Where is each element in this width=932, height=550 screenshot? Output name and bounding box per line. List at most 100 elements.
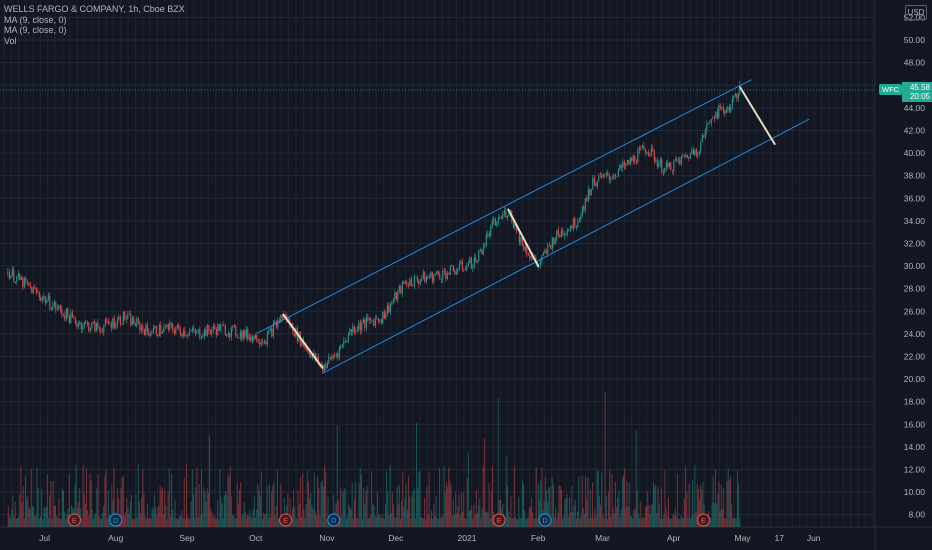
volume-bar xyxy=(587,477,589,527)
volume-bar xyxy=(59,518,61,527)
volume-bar xyxy=(118,498,120,527)
candle-body xyxy=(274,322,276,324)
volume-bar xyxy=(189,518,191,527)
volume-bar xyxy=(79,488,81,527)
volume-bar xyxy=(66,513,68,527)
candle-body xyxy=(194,330,196,334)
candle-body xyxy=(485,235,487,246)
candle-body xyxy=(716,111,718,118)
candle-body xyxy=(455,271,457,275)
y-tick-label: 10.00 xyxy=(904,487,926,497)
volume-bar xyxy=(717,493,719,527)
currency-badge[interactable]: USD xyxy=(905,5,927,20)
volume-bar xyxy=(43,508,45,527)
volume-bar xyxy=(663,515,665,527)
candle-body xyxy=(439,274,441,280)
candle-body xyxy=(95,322,97,332)
candle-body xyxy=(17,273,19,277)
candle-body xyxy=(146,324,148,332)
volume-bar xyxy=(518,497,520,527)
volume-bar xyxy=(325,471,327,527)
volume-bar xyxy=(206,488,208,527)
volume-bar xyxy=(452,500,454,527)
volume-bar xyxy=(54,505,56,527)
volume-bar xyxy=(540,481,542,527)
volume-bar xyxy=(490,491,492,527)
candle-body xyxy=(62,314,64,316)
candle-body xyxy=(478,250,480,262)
volume-bar xyxy=(628,483,630,527)
candle-body xyxy=(115,325,117,328)
volume-bar xyxy=(165,505,167,527)
volume-bar xyxy=(659,518,661,527)
candle-body xyxy=(340,345,342,348)
volume-bar xyxy=(132,519,133,527)
volume-bar xyxy=(454,515,455,527)
volume-bar xyxy=(327,496,329,527)
volume-bar xyxy=(140,513,142,527)
candle-body xyxy=(616,176,618,177)
y-tick-label: 40.00 xyxy=(904,148,926,158)
volume-bar xyxy=(570,512,572,527)
candle-body xyxy=(332,355,334,359)
candle-body xyxy=(41,297,43,301)
volume-bar xyxy=(220,496,222,527)
volume-bar xyxy=(297,490,299,527)
volume-bar xyxy=(732,518,734,527)
volume-bar xyxy=(336,425,338,527)
volume-bar xyxy=(432,518,434,527)
candle-body xyxy=(370,318,372,321)
candle-body xyxy=(233,325,235,327)
y-tick-label: 52.00 xyxy=(904,12,926,22)
volume-bar xyxy=(598,495,600,527)
volume-bar xyxy=(172,509,174,527)
x-tick-label: 2021 xyxy=(458,533,477,543)
candle-body xyxy=(109,323,111,325)
candle-body xyxy=(259,342,261,345)
volume-bar xyxy=(8,515,10,527)
volume-bar xyxy=(37,488,39,527)
volume-bar xyxy=(517,518,519,527)
volume-bar xyxy=(595,515,597,527)
volume-bar xyxy=(278,518,280,527)
volume-bar xyxy=(541,467,543,527)
candle-body xyxy=(241,331,243,340)
volume-bar xyxy=(650,505,652,527)
volume-bar xyxy=(14,501,16,527)
volume-bar xyxy=(205,501,207,527)
volume-bar xyxy=(528,507,530,527)
candle-body xyxy=(58,305,60,308)
candle-body xyxy=(50,308,52,310)
candle-body xyxy=(188,331,190,336)
volume-bar xyxy=(474,515,476,527)
candle-body xyxy=(547,245,549,254)
channel-lower-line xyxy=(322,118,810,374)
candle-body xyxy=(361,323,363,331)
candle-body xyxy=(506,215,508,218)
volume-bar xyxy=(46,474,48,527)
volume-bar xyxy=(465,518,467,527)
candle-body xyxy=(16,276,18,283)
volume-bar xyxy=(375,517,377,527)
volume-bar xyxy=(386,470,388,527)
volume-bar xyxy=(571,485,573,527)
candle-body xyxy=(277,320,279,328)
volume-bar xyxy=(666,516,668,527)
volume-bar xyxy=(183,477,185,527)
volume-bar xyxy=(646,505,648,527)
volume-bar xyxy=(198,484,200,527)
volume-bar xyxy=(151,509,153,527)
volume-bar xyxy=(439,467,441,527)
volume-bar xyxy=(444,492,446,527)
volume-bar xyxy=(153,494,155,527)
volume-bar xyxy=(608,491,610,527)
volume-bar xyxy=(557,512,559,527)
candle-body xyxy=(154,326,156,329)
volume-bar xyxy=(197,517,199,527)
earnings-event-marker xyxy=(492,513,506,527)
volume-bar xyxy=(33,507,35,527)
candle-body xyxy=(469,257,471,264)
volume-bar xyxy=(437,518,439,527)
candle-body xyxy=(169,322,171,330)
